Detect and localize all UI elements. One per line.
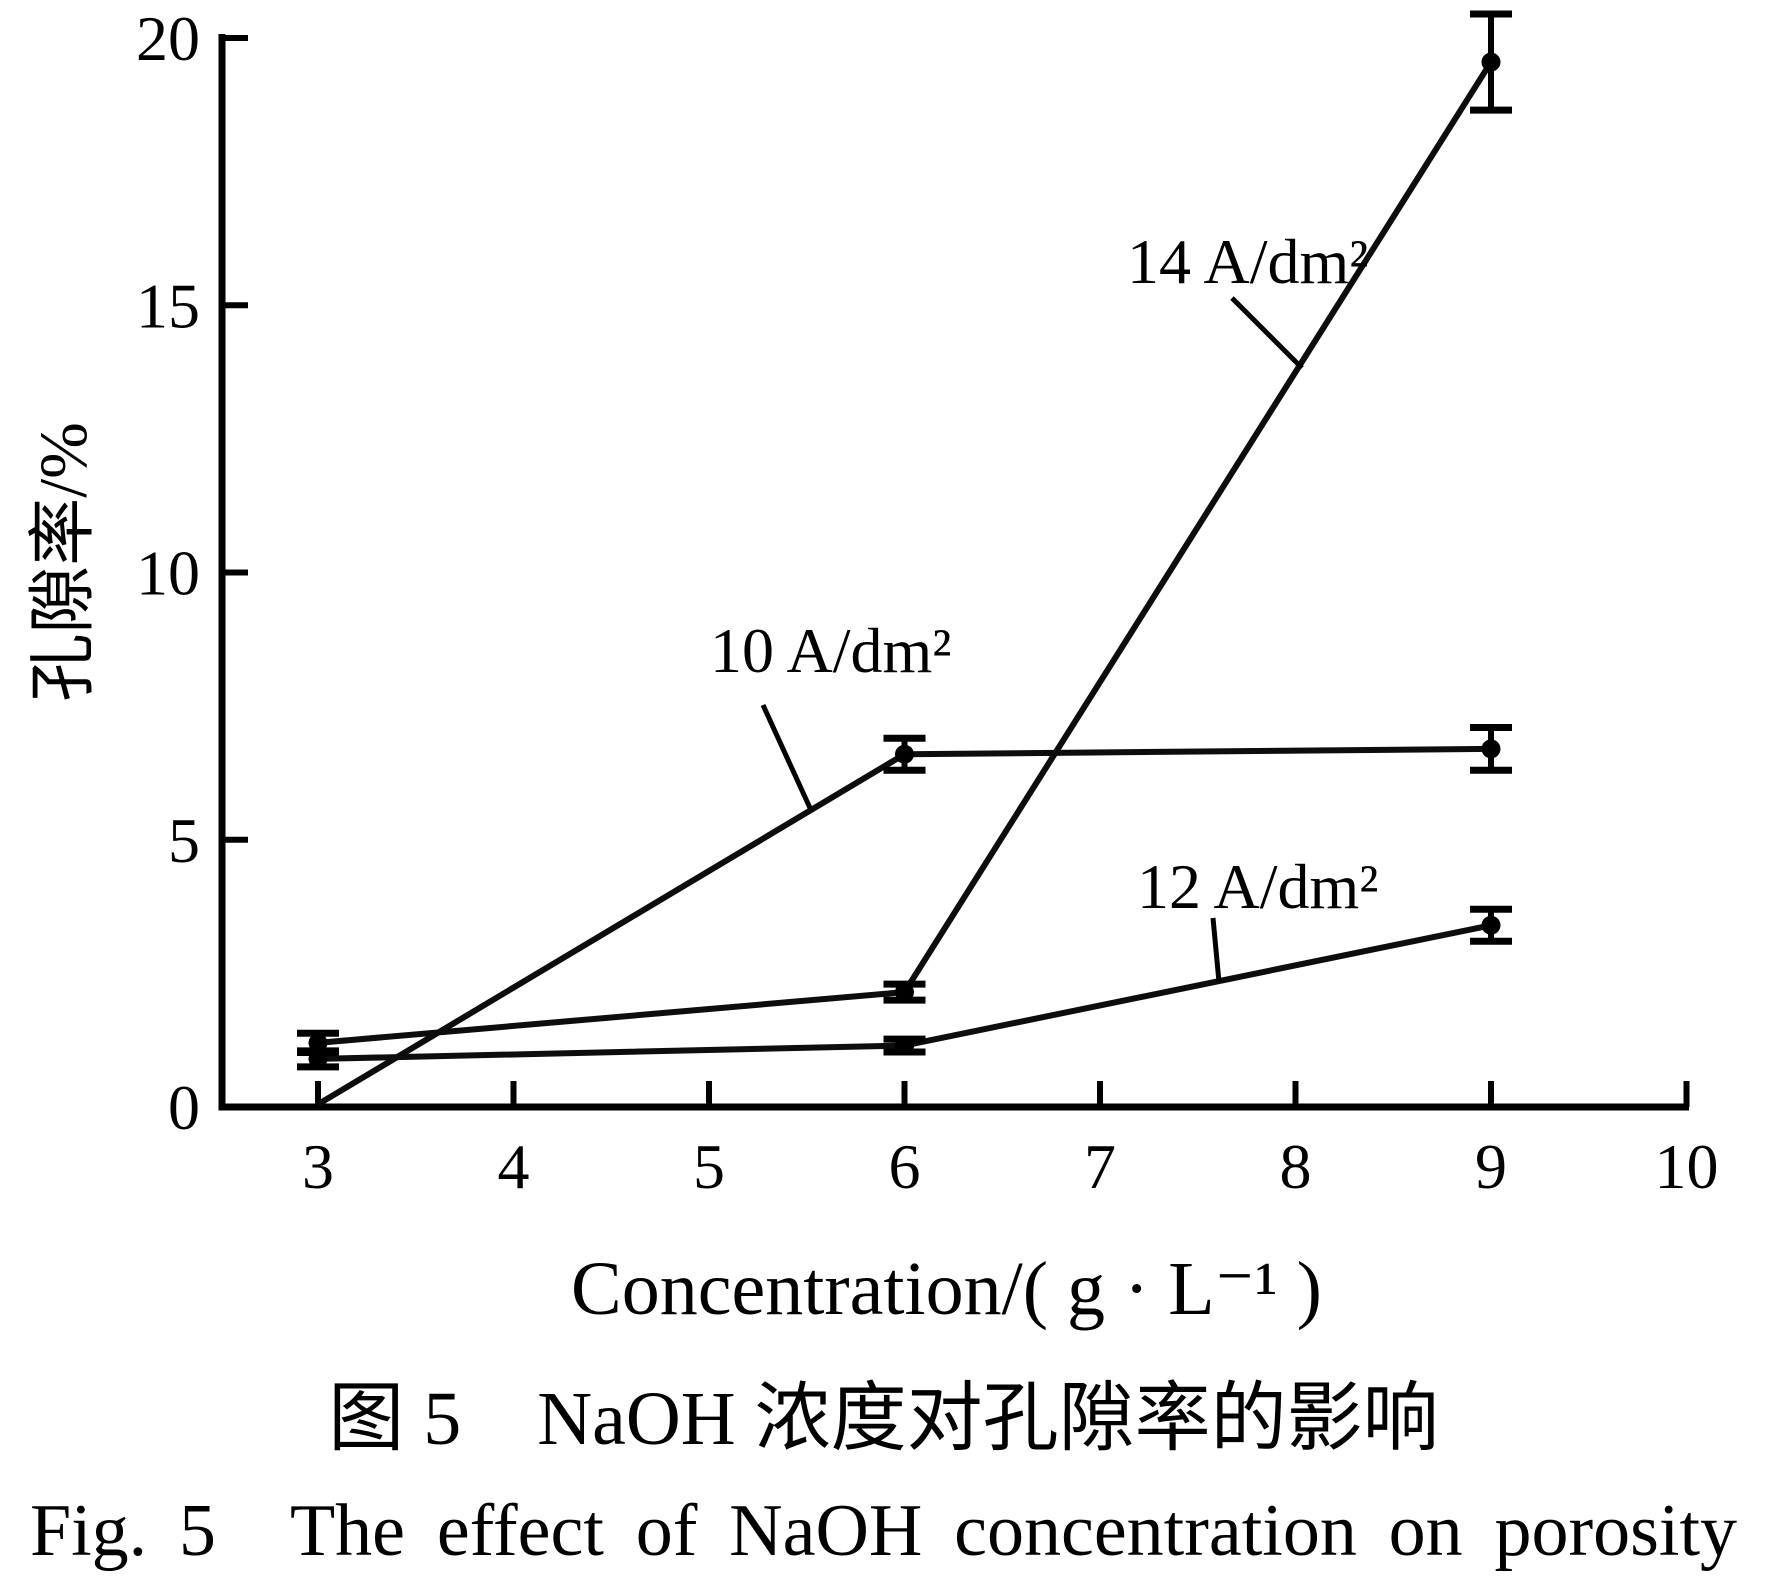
x-tick-label: 4 <box>498 1131 530 1202</box>
x-tick-label: 7 <box>1084 1131 1116 1202</box>
series-label-1: 12 A/dm² <box>1137 851 1378 922</box>
y-tick-label: 20 <box>136 3 200 74</box>
leader-line-0 <box>760 703 813 810</box>
x-tick-label: 6 <box>889 1131 921 1202</box>
series-label-2: 14 A/dm² <box>1127 226 1368 297</box>
x-tick-label: 3 <box>302 1131 334 1202</box>
y-tick-label: 5 <box>168 805 200 876</box>
series-label-0: 10 A/dm² <box>710 615 951 686</box>
x-axis-label: Concentration/( g · L⁻¹ ) <box>571 1247 1322 1331</box>
data-point <box>1481 739 1501 759</box>
x-tick-label: 9 <box>1475 1131 1507 1202</box>
y-axis-label: 孔隙率/% <box>25 422 101 702</box>
y-tick-label: 10 <box>136 538 200 609</box>
data-point <box>895 982 914 1002</box>
leader-line-2 <box>1230 296 1304 370</box>
data-point <box>308 1033 328 1053</box>
data-point <box>1481 52 1501 72</box>
caption-chinese: 图 5 NaOH 浓度对孔隙率的影响 <box>328 1377 1439 1461</box>
chart-svg: 3 4 5 6 7 8 9 10 0 5 10 15 20 10 A/dm² 12 A/dm² 14 A/dm… <box>136 3 1719 1202</box>
caption-english: Fig. 5 The effect of NaOH concentration … <box>29 1490 1738 1572</box>
x-tick-label: 8 <box>1280 1131 1312 1202</box>
y-tick-label: 0 <box>168 1072 200 1143</box>
data-point <box>895 1036 914 1056</box>
data-point <box>895 744 914 764</box>
x-tick-label: 10 <box>1655 1131 1719 1202</box>
leader-line-1 <box>1210 917 1222 983</box>
x-tick-label: 5 <box>693 1131 725 1202</box>
data-point <box>1481 915 1501 935</box>
y-tick-label: 15 <box>136 270 200 341</box>
